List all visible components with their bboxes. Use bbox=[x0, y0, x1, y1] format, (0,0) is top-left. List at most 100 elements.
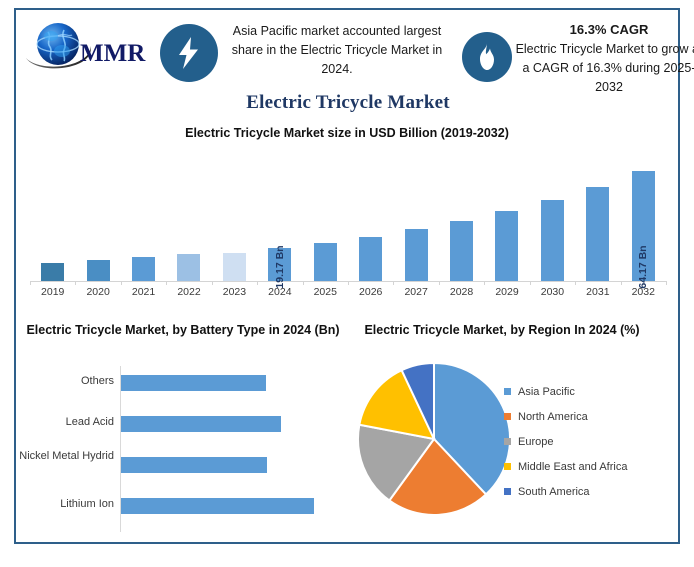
pie-legend: Asia Pacific North America Europe Middle Ea… bbox=[504, 379, 680, 504]
legend-item-europe[interactable]: Europe bbox=[504, 429, 680, 454]
bar-chart-x-labels: 2019 2020 2021 2022 2023 2024 2025 2026 2027 2028… bbox=[30, 286, 666, 302]
cagr-headline: 16.3% CAGR bbox=[569, 22, 649, 37]
bar-column bbox=[30, 148, 75, 285]
mmr-logo[interactable]: MMR bbox=[24, 18, 156, 76]
axis-tick bbox=[529, 281, 531, 285]
x-axis-label-2027: 2027 bbox=[404, 286, 428, 298]
legend-item-middle-east-and-africa[interactable]: Middle East and Africa bbox=[504, 454, 680, 479]
axis-tick bbox=[666, 281, 667, 285]
bar-2025 bbox=[313, 243, 337, 281]
legend-label: Europe bbox=[518, 435, 554, 448]
battery-bar-lead-acid bbox=[121, 416, 281, 432]
battery-chart-axis bbox=[120, 366, 121, 532]
pie-graphic bbox=[355, 360, 513, 518]
legend-item-asia-pacific[interactable]: Asia Pacific bbox=[504, 379, 680, 404]
bar-2022 bbox=[177, 254, 201, 281]
legend-item-south-america[interactable]: South America bbox=[504, 479, 680, 504]
bar-2028 bbox=[450, 221, 474, 281]
axis-tick bbox=[302, 281, 304, 285]
legend-swatch bbox=[504, 488, 511, 495]
battery-label-lead-acid: Lead Acid bbox=[65, 416, 114, 428]
pie-svg bbox=[357, 361, 511, 516]
legend-swatch bbox=[504, 438, 511, 445]
cagr-note: Electric Tricycle Market to grow at a CA… bbox=[515, 42, 694, 94]
bar-column bbox=[166, 148, 211, 285]
legend-label: South America bbox=[518, 485, 590, 498]
bar-column bbox=[302, 148, 348, 285]
battery-row: Lead Acid bbox=[18, 407, 348, 447]
pie-slice-middle-east-and-africa bbox=[358, 368, 436, 441]
battery-bar-lithium-ion bbox=[121, 498, 314, 514]
lightning-bolt-icon bbox=[179, 37, 198, 69]
bar-column bbox=[484, 148, 529, 285]
axis-tick bbox=[166, 281, 168, 285]
bar-column bbox=[438, 148, 484, 285]
axis-tick bbox=[120, 281, 122, 285]
legend-item-north-america[interactable]: North America bbox=[504, 404, 680, 429]
bar-column bbox=[211, 148, 257, 285]
x-axis-label-2029: 2029 bbox=[495, 286, 519, 298]
x-axis-label-2022: 2022 bbox=[177, 286, 201, 298]
bar-column: 64.17 Bn bbox=[620, 148, 666, 289]
x-axis-label-2031: 2031 bbox=[586, 286, 610, 298]
globe-swoosh-icon: MMR bbox=[26, 23, 146, 69]
axis-tick bbox=[620, 281, 622, 285]
x-axis-label-2024: 2024 bbox=[268, 286, 292, 298]
legend-label: North America bbox=[518, 410, 588, 423]
x-axis-label-2020: 2020 bbox=[86, 286, 110, 298]
bar-2019 bbox=[41, 263, 65, 281]
x-axis-label-2030: 2030 bbox=[540, 286, 565, 298]
battery-label-nickel-metal-hydrid: Nickel Metal Hydrid bbox=[19, 450, 114, 462]
bar-2031 bbox=[586, 187, 610, 281]
axis-tick bbox=[393, 281, 395, 285]
header-left-note: Asia Pacific market accounted largest sh… bbox=[231, 24, 443, 76]
bar-column: 19.17 Bn bbox=[257, 148, 302, 289]
pie-slice-asia-pacific bbox=[433, 361, 511, 496]
outer-frame bbox=[14, 8, 680, 544]
pie-slice-europe bbox=[357, 423, 436, 502]
bar-2024: 19.17 Bn bbox=[268, 245, 292, 289]
battery-bar-others bbox=[121, 375, 266, 391]
x-axis-label-2032: 2032 bbox=[631, 286, 655, 298]
axis-tick bbox=[348, 281, 349, 285]
bar-column bbox=[575, 148, 620, 285]
x-axis-label-2028: 2028 bbox=[449, 286, 474, 298]
market-size-bar-chart: Electric Tricycle Market size in USD Bil… bbox=[18, 124, 676, 304]
battery-type-chart: Electric Tricycle Market, by Battery Typ… bbox=[18, 322, 348, 540]
bar-chart-plot: 19.17 Bn 64.17 Bn bbox=[30, 148, 667, 289]
bar-chart-title: Electric Tricycle Market size in USD Bil… bbox=[185, 126, 509, 140]
legend-label: Asia Pacific bbox=[518, 385, 575, 398]
bar-column bbox=[529, 148, 575, 285]
axis-tick bbox=[438, 281, 440, 285]
bar-column bbox=[393, 148, 438, 285]
battery-row: Others bbox=[18, 366, 348, 406]
bar-column bbox=[348, 148, 393, 285]
battery-chart-plot: Others Lead Acid Nickel Metal Hydrid Lithiu… bbox=[18, 366, 348, 536]
x-axis-label-2021: 2021 bbox=[131, 286, 156, 298]
battery-row: Nickel Metal Hydrid bbox=[18, 448, 348, 488]
logo-wordmark: MMR bbox=[80, 40, 146, 67]
x-axis-label-2025: 2025 bbox=[313, 286, 337, 298]
battery-label-others: Others bbox=[80, 375, 114, 387]
axis-tick bbox=[257, 281, 259, 285]
bar-2021 bbox=[132, 257, 156, 281]
axis-tick bbox=[75, 281, 77, 285]
pie-chart-title: Electric Tricycle Market, by Region In 2… bbox=[364, 323, 640, 337]
axis-tick bbox=[30, 281, 31, 285]
pie-slice-north-america bbox=[387, 437, 488, 516]
x-axis-label-2019: 2019 bbox=[41, 286, 65, 298]
region-pie-chart: Electric Tricycle Market, by Region In 2… bbox=[352, 322, 680, 540]
axis-tick bbox=[211, 281, 213, 285]
page-title: Electric Tricycle Market bbox=[246, 92, 450, 113]
bar-value-label: 64.17 Bn bbox=[637, 245, 650, 289]
battery-label-lithium-ion: Lithium Ion bbox=[60, 498, 114, 510]
legend-swatch bbox=[504, 413, 511, 420]
legend-swatch bbox=[504, 388, 511, 395]
battery-bar-nickel-metal-hydrid bbox=[121, 457, 267, 473]
legend-label: Middle East and Africa bbox=[518, 460, 628, 473]
bar-column bbox=[75, 148, 120, 285]
bar-2026 bbox=[359, 237, 383, 281]
axis-tick bbox=[575, 281, 577, 285]
x-axis-label-2023: 2023 bbox=[222, 286, 247, 298]
